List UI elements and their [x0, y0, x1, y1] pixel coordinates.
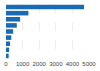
- svg-text:1000: 1000: [16, 61, 30, 67]
- svg-text:4000: 4000: [66, 61, 80, 67]
- svg-text:2000: 2000: [33, 61, 47, 67]
- svg-text:5000: 5000: [82, 61, 96, 67]
- svg-text:0: 0: [4, 61, 8, 67]
- svg-text:3000: 3000: [49, 61, 63, 67]
